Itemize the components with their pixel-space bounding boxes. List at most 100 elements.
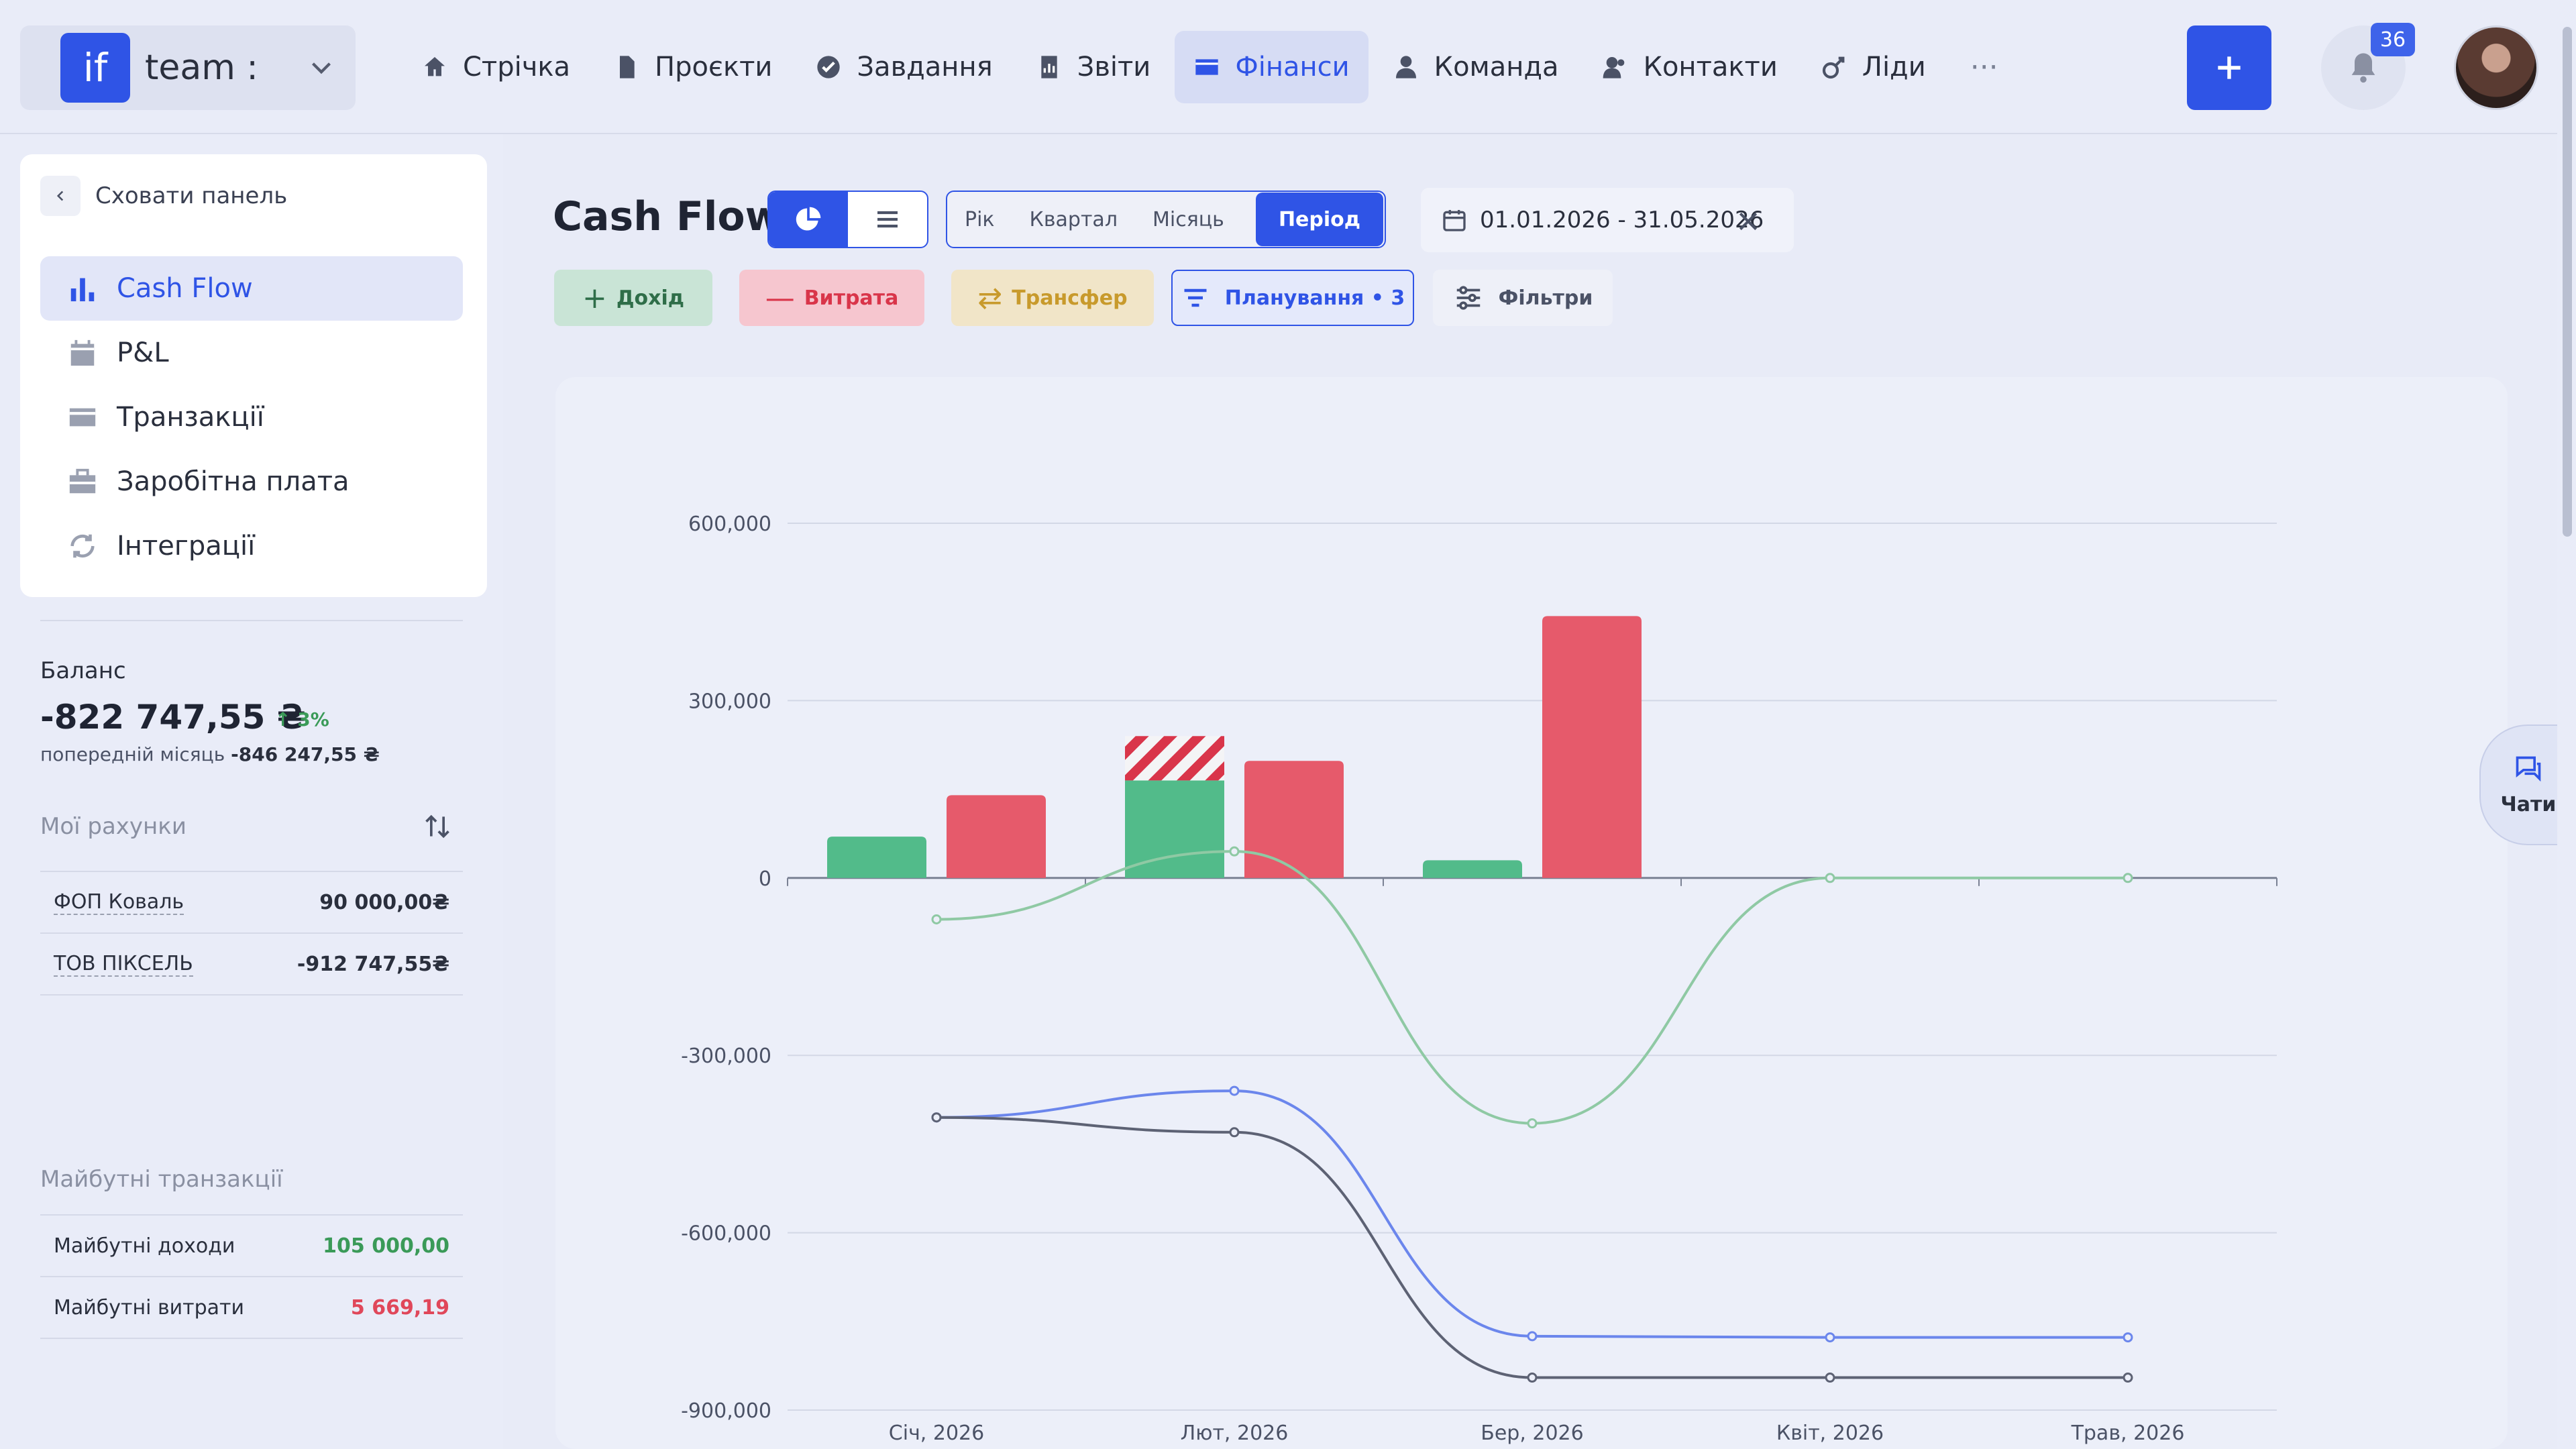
report-icon [1041,56,1057,78]
person-icon [1395,56,1416,78]
balance-line [936,1116,2128,1379]
card-icon [69,408,96,427]
account-name: ТОВ ПІКСЕЛЬ [54,951,193,977]
y-tick-label: 300,000 [688,690,771,713]
nav-item-finance[interactable]: Фінанси [1175,31,1368,103]
contacts-icon [1603,57,1624,78]
period-tabs: Рік Квартал Місяць Період [946,191,1386,248]
close-icon[interactable] [1735,208,1762,235]
x-tick-label: Січ, 2026 [889,1421,984,1445]
tab-month[interactable]: Місяць [1152,207,1224,231]
nav-more-button[interactable]: ··· [1970,50,1998,85]
tab-quarter[interactable]: Квартал [1029,207,1118,231]
home-icon [425,57,445,76]
net-flow-point [931,914,942,924]
account-name: ФОП Коваль [54,890,184,915]
nav-item-tasks[interactable]: Завдання [796,31,1011,103]
y-tick-label: 600,000 [688,513,771,536]
income-bar [827,837,926,878]
chart-canvas: 600,000 300,000 0 -300,000 -600,000 -900,000 С… [681,513,2277,1445]
cash-flow-chart: 600,000 300,000 0 -300,000 -600,000 -900,000 С… [555,377,2508,1449]
notifications-badge: 36 [2371,23,2415,56]
add-income-button[interactable]: + Дохід [554,270,712,326]
account-value: 90 000,00₴ [319,890,449,914]
sidebar-item-cash-flow[interactable]: Cash Flow [40,256,463,321]
y-tick-label: -600,000 [681,1222,771,1246]
create-button[interactable] [2187,25,2271,110]
nav-label: Команда [1434,52,1559,83]
user-avatar[interactable] [2454,25,2538,110]
divider [40,994,463,996]
prev-month: попередній місяць -846 247,55 ₴ [40,743,380,765]
filter-lines-icon [1184,288,1207,307]
add-transfer-button[interactable]: ⇄ Трансфер [951,270,1154,326]
plus-icon: + [582,280,607,315]
balance-point [2123,1373,2133,1383]
date-range-value: 01.01.2026 - 31.05.2026 [1480,207,1764,233]
planning-button[interactable]: Планування • 3 [1171,270,1414,326]
add-expense-button[interactable]: — Витрата [739,270,924,326]
briefcase-icon [69,468,96,494]
sidebar-item-integrations[interactable]: Інтеграції [40,514,463,578]
future-name: Майбутні витрати [54,1295,245,1320]
expense-bar [1542,616,1642,878]
calendar-dollar-icon [70,339,95,366]
balance-value: -822 747,55 ₴ [40,698,306,737]
sidebar: Сховати панель Cash Flow P&L Транзакції … [0,134,503,1449]
balance-planned-point [1527,1331,1538,1342]
nav-item-projects[interactable]: Проєкти [594,31,791,103]
x-tick-label: Бер, 2026 [1481,1421,1584,1445]
hide-panel-button[interactable]: Сховати панель [40,176,287,216]
nav-item-leads[interactable]: Ліди [1802,31,1945,103]
nav-label: Ліди [1862,52,1926,83]
net-flow-point [1825,873,1835,883]
check-circle-icon [817,56,841,78]
workspace-name: team : [145,48,258,88]
balance-planned-point [1825,1332,1835,1343]
net-flow-point [1527,1118,1538,1129]
future-expense-value: 5 669,19 [350,1295,449,1320]
sidebar-item-transactions[interactable]: Транзакції [40,385,463,449]
future-name: Майбутні доходи [54,1234,235,1258]
filters-button[interactable]: Фільтри [1433,270,1613,326]
add-transfer-label: Трансфер [1012,286,1128,310]
sort-icon[interactable] [423,812,452,841]
tab-period[interactable]: Період [1255,193,1383,246]
net-flow-line [936,850,2128,1125]
brand-logo: if [60,33,130,103]
sidebar-item-pnl[interactable]: P&L [40,321,463,385]
pie-chart-icon [796,207,821,231]
scroll-thumb[interactable] [2563,27,2572,537]
filters-label: Фільтри [1498,286,1593,310]
x-tick-label: Лют, 2026 [1181,1421,1289,1445]
sidebar-item-label: Інтеграції [117,531,256,561]
list-view-button[interactable] [848,192,927,247]
balance-planned-line [936,1089,2128,1339]
nav-label: Звіти [1077,52,1151,83]
page-title: Cash Flow [553,193,783,240]
y-tick-label: -300,000 [681,1044,771,1068]
account-row[interactable]: ФОП Коваль 90 000,00₴ [40,871,463,932]
view-toggle [767,191,928,248]
scrollbar[interactable] [2557,0,2576,1449]
nav-item-feed[interactable]: Стрічка [402,31,589,103]
planning-label: Планування • 3 [1224,286,1405,310]
minus-icon: — [765,280,795,315]
prev-month-label: попередній місяць [40,743,225,765]
balance-point [1229,1127,1240,1138]
balance-change: ↑ 3% [275,708,329,731]
chats-label: Чати [2500,792,2557,816]
date-range-picker[interactable]: 01.01.2026 - 31.05.2026 [1421,188,1794,252]
nav-item-team[interactable]: Команда [1374,31,1578,103]
wallet-icon [1195,59,1218,75]
nav-item-contacts[interactable]: Контакти [1583,31,1796,103]
chart-view-button[interactable] [769,192,848,247]
net-flow-point [1229,846,1240,857]
account-row[interactable]: ТОВ ПІКСЕЛЬ -912 747,55₴ [40,932,463,994]
future-row: Майбутні доходи 105 000,00 [40,1214,463,1276]
tab-year[interactable]: Рік [965,207,995,231]
nav-item-reports[interactable]: Звіти [1017,31,1170,103]
future-row: Майбутні витрати 5 669,19 [40,1276,463,1338]
sidebar-item-salary[interactable]: Заробітна плата [40,449,463,514]
workspace-switcher[interactable]: if team : [20,25,356,110]
